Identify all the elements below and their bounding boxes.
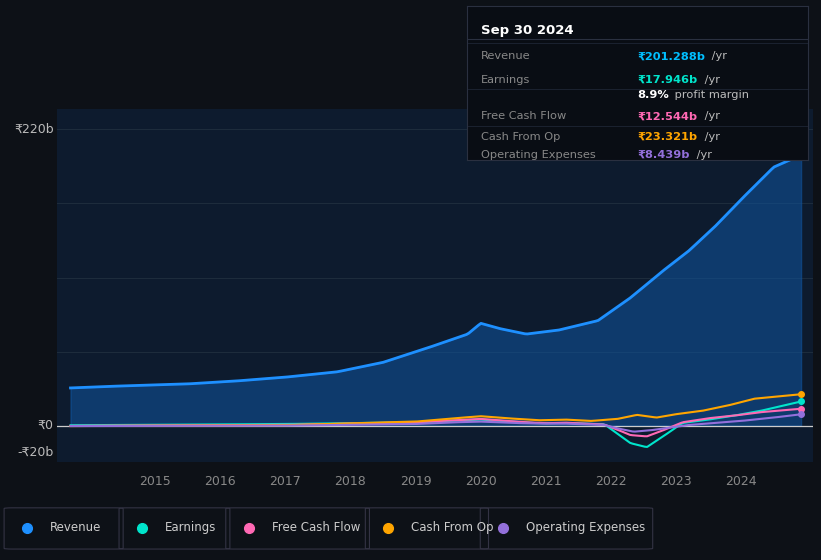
Text: Cash From Op: Cash From Op [481,132,560,142]
Text: profit margin: profit margin [671,90,749,100]
Text: Sep 30 2024: Sep 30 2024 [481,24,573,37]
Text: /yr: /yr [701,132,720,142]
Text: ₹220b: ₹220b [14,123,53,136]
Text: Free Cash Flow: Free Cash Flow [481,111,566,122]
Text: /yr: /yr [694,150,713,160]
Text: 8.9%: 8.9% [638,90,669,100]
Text: ₹8.439b: ₹8.439b [638,150,690,160]
Text: Cash From Op: Cash From Op [411,521,493,534]
Text: Revenue: Revenue [50,521,102,534]
Text: ₹201.288b: ₹201.288b [638,52,705,62]
Text: Earnings: Earnings [481,74,530,85]
Text: -₹20b: -₹20b [17,446,53,459]
Text: /yr: /yr [709,52,727,62]
Text: ₹23.321b: ₹23.321b [638,132,698,142]
Text: Operating Expenses: Operating Expenses [481,150,595,160]
Text: ₹12.544b: ₹12.544b [638,111,698,122]
Text: ₹0: ₹0 [38,419,53,432]
Text: Earnings: Earnings [165,521,217,534]
Text: ₹17.946b: ₹17.946b [638,74,698,85]
Text: Revenue: Revenue [481,52,530,62]
Text: Operating Expenses: Operating Expenses [526,521,645,534]
Text: Free Cash Flow: Free Cash Flow [272,521,360,534]
Text: /yr: /yr [701,74,720,85]
Text: /yr: /yr [701,111,720,122]
